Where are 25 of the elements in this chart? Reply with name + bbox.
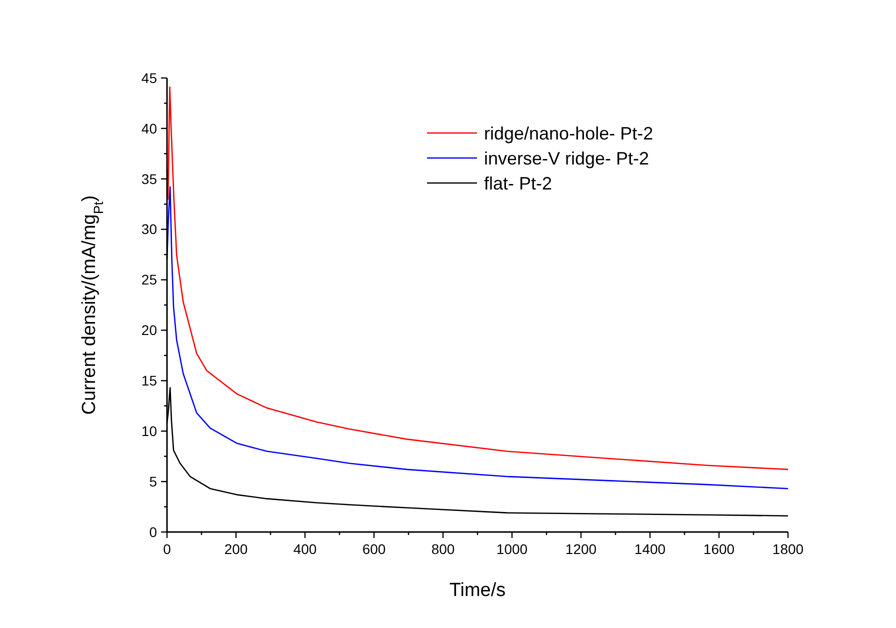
x-tick-label: 1600 <box>703 541 735 557</box>
y-tick-label: 30 <box>141 221 158 238</box>
y-tick-label: 25 <box>141 272 158 288</box>
x-tick-label: 400 <box>293 541 317 557</box>
x-tick-label: 0 <box>163 541 172 557</box>
x-tick-label: 1800 <box>772 541 804 557</box>
legend-label: ridge/nano-hole- Pt-2 <box>484 123 654 144</box>
x-axis-title: Time/s <box>449 580 506 601</box>
x-tick-label: 600 <box>362 541 386 557</box>
x-tick-label: 200 <box>224 541 248 557</box>
y-tick-label: 10 <box>141 423 158 440</box>
legend-label: inverse-V ridge- Pt-2 <box>484 148 650 168</box>
y-tick-label: 5 <box>149 473 158 490</box>
legend-label: flat- Pt-2 <box>484 173 552 194</box>
y-tick-label: 20 <box>141 322 158 338</box>
line-series <box>166 86 789 470</box>
x-tick-label: 800 <box>431 541 455 557</box>
x-tick-label: 1000 <box>496 541 528 557</box>
y-tick-label: 0 <box>149 524 158 540</box>
y-tick-label: 15 <box>141 372 158 389</box>
y-tick-label: 40 <box>141 120 158 136</box>
y-tick-label: 35 <box>141 170 158 187</box>
y-tick-label: 45 <box>141 70 158 86</box>
x-tick-label: 1200 <box>565 541 597 557</box>
x-tick-label: 1400 <box>634 541 666 557</box>
